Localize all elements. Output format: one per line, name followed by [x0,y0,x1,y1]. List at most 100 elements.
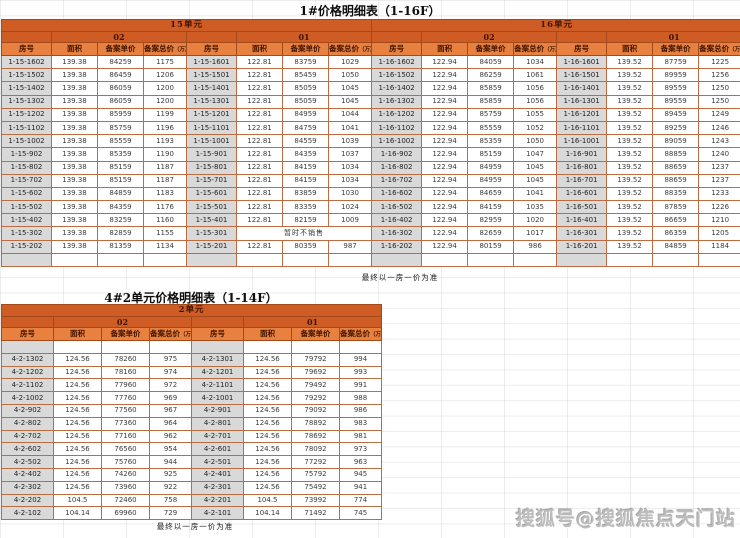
value-cell: 124.56 [53,480,102,495]
value-cell: 139.38 [51,186,98,202]
value-cell: 122.94 [421,94,469,109]
value-cell: 82859 [97,226,144,241]
value-cell: 1249 [698,107,740,122]
value-cell [101,340,150,354]
value-cell: 1176 [143,200,187,215]
value-cell: 80359 [282,239,329,254]
value-cell: 139.38 [51,120,98,136]
value-cell: 774 [338,493,383,508]
value-cell: 1246 [698,120,740,136]
column-header-cell: 面积 [53,327,102,341]
room-number-cell: 1-16-1202 [371,107,423,122]
value-cell [698,252,740,268]
value-cell: 84659 [467,186,515,202]
value-cell: 969 [149,391,192,405]
room-number-cell: 4-2-302 [1,480,54,495]
value-cell: 85159 [97,160,144,175]
value-cell: 122.94 [421,200,469,215]
value-cell: 122.81 [236,120,283,136]
wan-unit-note: （万） [180,331,192,338]
room-number-cell: 1-15-1502 [1,68,52,83]
value-cell [338,340,383,354]
value-cell: 1017 [513,226,558,241]
value-cell: 78160 [101,365,150,380]
value-cell: 122.81 [236,68,283,83]
room-number-cell: 1-15-1001 [186,134,237,149]
room-number-cell: 4-2-301 [191,480,244,495]
value-cell: 139.38 [51,173,98,188]
value-cell [53,340,102,354]
value-cell [513,252,558,268]
column-header-cell: 备案总价（万） [698,42,740,56]
value-cell: 975 [149,352,192,367]
value-cell: 972 [149,378,192,393]
value-cell [606,252,654,268]
price-table-building1: 15单元16单元02010201房号面积备案单价备案总价（万）房号面积备案单价备… [0,19,740,268]
value-cell: 124.56 [53,442,102,457]
value-cell: 1045 [327,94,373,109]
room-number-cell: 1-16-1102 [371,120,423,136]
value-cell: 124.56 [53,416,102,431]
value-cell: 84859 [652,239,700,254]
room-number-cell: 1-16-302 [371,226,423,241]
value-cell: 80159 [467,239,515,254]
room-number-cell: 1-15-502 [1,200,52,215]
room-number-cell: 4-2-1101 [191,378,244,393]
value-cell: 941 [338,480,383,495]
value-cell: 139.52 [606,54,654,70]
room-number-cell: 1-15-802 [1,160,52,175]
unit-header-cell: 2单元 [0,304,383,317]
table1-footnote: 最终以一房一价为准 [361,273,439,282]
room-number-cell: 1-15-1602 [1,54,52,70]
unit-header-cell: 16单元 [371,19,740,32]
room-number-cell: 4-2-1002 [1,391,54,405]
room-number-cell: 1-16-902 [371,147,423,162]
value-cell: 1233 [698,186,740,202]
value-cell: 85559 [467,120,515,136]
value-cell: 86459 [97,68,144,83]
value-cell: 79292 [291,391,340,405]
value-cell: 993 [338,365,383,380]
value-cell: 1035 [513,200,558,215]
room-number-cell: 1-16-202 [371,239,423,254]
room-number-cell: 4-2-101 [191,506,244,521]
value-cell: 122.94 [421,54,469,70]
room-col-spacer-cell [1,31,52,43]
room-number-cell: 4-2-1302 [1,352,54,367]
value-cell: 139.38 [51,147,98,162]
room-number-cell: 4-2-702 [1,429,54,444]
room-number-cell: 1-15-1601 [186,54,237,70]
room-number-cell: 1-16-601 [556,186,608,202]
value-cell: 1199 [143,107,187,122]
value-cell: 1045 [513,173,558,188]
room-number-cell: 4-2-202 [1,493,54,508]
room-number-cell: 4-2-601 [191,442,244,457]
value-cell [652,252,700,268]
room-number-cell: 1-16-702 [371,173,423,188]
value-cell: 1045 [513,160,558,175]
room-number-cell: 1-16-1002 [371,134,423,149]
value-cell: 122.81 [236,134,283,149]
value-cell [282,252,329,268]
value-cell: 139.38 [51,134,98,149]
value-cell: 86359 [652,226,700,241]
value-cell: 124.56 [243,480,292,495]
value-cell: 745 [338,506,383,521]
value-cell: 124.56 [243,403,292,418]
room-number-cell: 1-15-602 [1,186,52,202]
column-header-cell: 备案总价（万） [149,327,192,341]
value-cell: 73992 [291,493,340,508]
value-cell: 139.52 [606,68,654,83]
wan-unit-note: （万） [729,46,740,53]
value-cell: 124.56 [243,416,292,431]
value-cell: 729 [149,506,192,521]
value-cell: 1250 [698,94,740,109]
room-number-cell: 1-16-1501 [556,68,608,83]
wan-unit-note: （万） [370,331,382,338]
room-number-cell: 1-15-1402 [1,81,52,96]
room-number-cell: 4-2-801 [191,416,244,431]
value-cell: 139.52 [606,94,654,109]
value-cell: 85559 [97,134,144,149]
value-cell: 122.94 [421,107,469,122]
